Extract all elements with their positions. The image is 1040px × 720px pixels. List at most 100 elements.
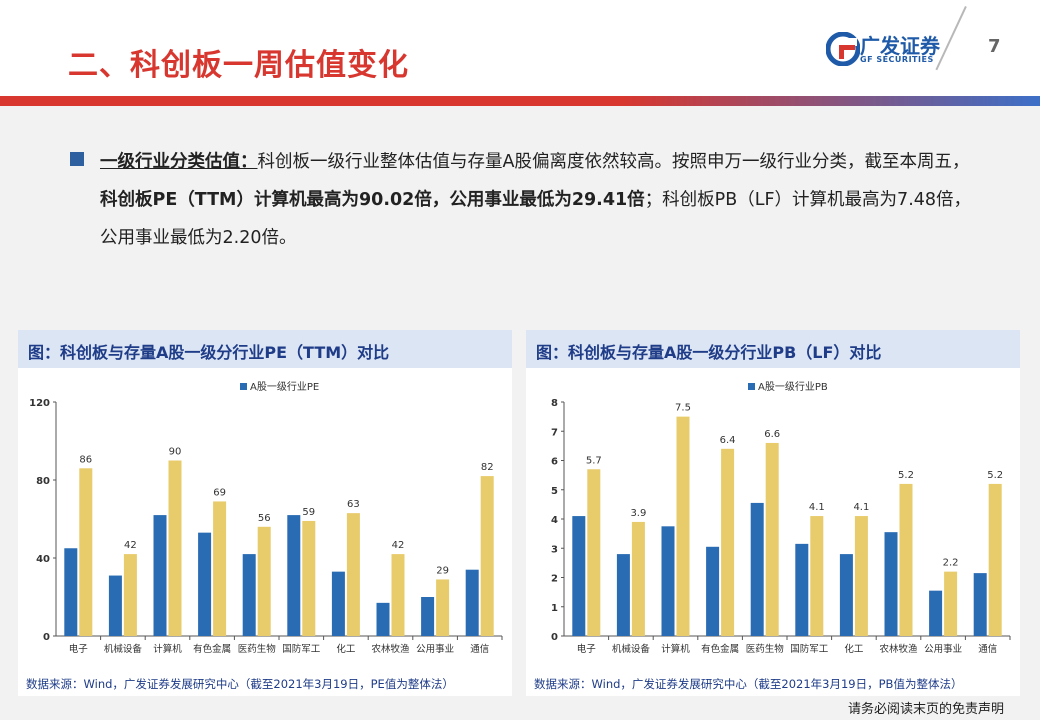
pb-bar-a xyxy=(750,502,764,636)
pe-bar-b xyxy=(480,476,494,636)
pb-bar-b xyxy=(810,516,824,636)
pb-bar-b xyxy=(854,516,868,636)
pe-data-label: 69 xyxy=(213,487,226,498)
pb-legend-label: A股一级行业PB xyxy=(758,380,828,393)
pe-data-label: 82 xyxy=(481,462,494,473)
pe-bar-b xyxy=(257,526,271,636)
pb-data-label: 3.9 xyxy=(630,508,646,519)
pb-bar-b xyxy=(676,416,690,636)
pe-bar-b xyxy=(436,579,450,636)
pb-panel-header: 图：科创板与存量A股一级分行业PB（LF）对比 xyxy=(526,330,1020,368)
pe-data-label: 59 xyxy=(302,507,315,518)
pe-data-label: 86 xyxy=(79,454,92,465)
pb-bar-b xyxy=(631,521,645,636)
pb-bar-a xyxy=(929,590,943,636)
pb-y-tick-label: 4 xyxy=(551,515,558,526)
pb-data-label: 6.6 xyxy=(764,429,780,440)
pb-bar-chart: A股一级行业PB 0 1 2 3 4 5 6 7 8 5.7 电子 3.9 机械设备 7.5 计算机 6.4 有色… xyxy=(551,380,1011,655)
pb-bar-a xyxy=(661,526,675,636)
summary-text-1: 科创板一级行业整体估值与存量A股偏离度依然较高。按照申万一级行业分类，截至本周五… xyxy=(257,152,970,172)
pe-bar-a xyxy=(153,515,167,636)
pe-data-label: 56 xyxy=(258,513,271,524)
pb-y-tick-label: 6 xyxy=(551,457,558,468)
pe-bar-b xyxy=(123,554,137,636)
pe-chart-title: 图：科创板与存量A股一级分行业PE（TTM）对比 xyxy=(28,343,390,362)
pb-bar-a xyxy=(884,532,898,636)
pb-data-label: 7.5 xyxy=(675,403,691,414)
pb-y-tick-label: 8 xyxy=(551,398,558,409)
pb-data-label: 2.2 xyxy=(943,558,959,569)
pb-bar-b xyxy=(721,448,735,636)
pb-bar-a xyxy=(973,573,987,636)
pe-bar-a xyxy=(64,548,78,636)
pe-x-tick-label: 计算机 xyxy=(153,643,182,655)
pe-y-tick-label: 120 xyxy=(29,398,50,409)
pe-x-tick-label: 机械设备 xyxy=(104,643,143,655)
pe-bar-b xyxy=(302,520,316,636)
pb-y-tick-label: 3 xyxy=(551,544,558,555)
logo-text-cn: 广发证券 xyxy=(860,34,940,58)
pe-bar-b xyxy=(79,468,93,636)
pe-x-tick-label: 电子 xyxy=(69,643,89,655)
header-color-strip xyxy=(0,96,1040,106)
pb-x-tick-label: 机械设备 xyxy=(612,643,651,655)
pb-x-tick-label: 医药生物 xyxy=(746,643,785,655)
summary-bold: 科创板PE（TTM）计算机最高为90.02倍，公用事业最低为29.41倍 xyxy=(100,190,645,210)
pb-data-label: 6.4 xyxy=(720,435,736,446)
pe-bar-a xyxy=(198,532,212,636)
pb-bar-b xyxy=(899,483,913,636)
pb-bar-b xyxy=(988,483,1002,636)
pb-data-label: 4.1 xyxy=(853,502,869,513)
pe-bar-a xyxy=(376,602,390,636)
pe-legend-swatch xyxy=(240,383,247,390)
pb-x-tick-label: 公用事业 xyxy=(924,643,962,655)
company-logo: 广发证券 GF SECURITIES xyxy=(826,28,956,72)
pe-bar-b xyxy=(391,554,405,636)
pe-panel-header: 图：科创板与存量A股一级分行业PE（TTM）对比 xyxy=(18,330,512,368)
pb-bar-b xyxy=(587,469,601,636)
page-number: 7 xyxy=(988,36,1001,57)
pe-bar-a xyxy=(421,597,435,636)
pe-bar-a xyxy=(465,569,479,636)
pe-x-tick-label: 有色金属 xyxy=(193,643,231,655)
bullet-square-icon xyxy=(70,152,84,166)
pb-bar-a xyxy=(572,516,586,636)
pe-legend-label: A股一级行业PE xyxy=(250,380,319,393)
pb-bar-b xyxy=(765,442,779,636)
pb-bar-a xyxy=(706,546,720,636)
pb-y-tick-label: 1 xyxy=(551,603,558,614)
pb-data-label: 5.2 xyxy=(987,470,1003,481)
pb-x-tick-label: 计算机 xyxy=(661,643,690,655)
pe-y-tick-label: 80 xyxy=(36,476,50,487)
pe-y-tick-label: 0 xyxy=(43,632,50,643)
pe-source-note: 数据来源：Wind，广发证券发展研究中心（截至2021年3月19日，PE值为整体… xyxy=(26,677,454,691)
summary-text-2: ；科创板PB（LF）计算机最高为7.48倍，公用事业最低为2.20倍。 xyxy=(100,190,972,248)
logo-text-en: GF SECURITIES xyxy=(860,55,934,64)
pe-y-tick-label: 40 xyxy=(36,554,50,565)
pb-data-label: 4.1 xyxy=(809,502,825,513)
pe-bar-b xyxy=(346,513,360,636)
pe-bar-a xyxy=(242,554,256,636)
pb-x-tick-label: 国防军工 xyxy=(790,643,829,655)
slide-header: 二、科创板一周估值变化 广发证券 GF SECURITIES 7 xyxy=(0,0,1040,96)
pb-legend-swatch xyxy=(748,383,755,390)
pe-x-tick-label: 公用事业 xyxy=(416,643,454,655)
pb-source-note: 数据来源：Wind，广发证券发展研究中心（截至2021年3月19日，PB值为整体… xyxy=(534,677,963,691)
pe-data-label: 63 xyxy=(347,499,360,510)
pe-bar-a xyxy=(287,515,301,636)
pb-x-tick-label: 化工 xyxy=(844,643,864,655)
pb-x-tick-label: 通信 xyxy=(978,643,997,655)
pb-y-tick-label: 5 xyxy=(551,486,558,497)
pe-x-tick-label: 化工 xyxy=(336,643,356,655)
pe-x-tick-label: 医药生物 xyxy=(238,643,277,655)
pb-x-tick-label: 电子 xyxy=(577,643,597,655)
pb-chart-panel: 图：科创板与存量A股一级分行业PB（LF）对比 A股一级行业PB 0 1 2 3 4 5 6 7… xyxy=(526,330,1020,696)
pb-bar-a xyxy=(839,554,853,636)
lead-label: 一级行业分类估值： xyxy=(100,152,258,172)
pe-data-label: 42 xyxy=(392,540,405,551)
page-title: 二、科创板一周估值变化 xyxy=(68,48,409,83)
pe-x-tick-label: 农林牧渔 xyxy=(371,643,410,655)
pb-data-label: 5.7 xyxy=(586,455,602,466)
gf-logo-icon xyxy=(826,32,860,66)
pb-bar-a xyxy=(795,543,809,636)
